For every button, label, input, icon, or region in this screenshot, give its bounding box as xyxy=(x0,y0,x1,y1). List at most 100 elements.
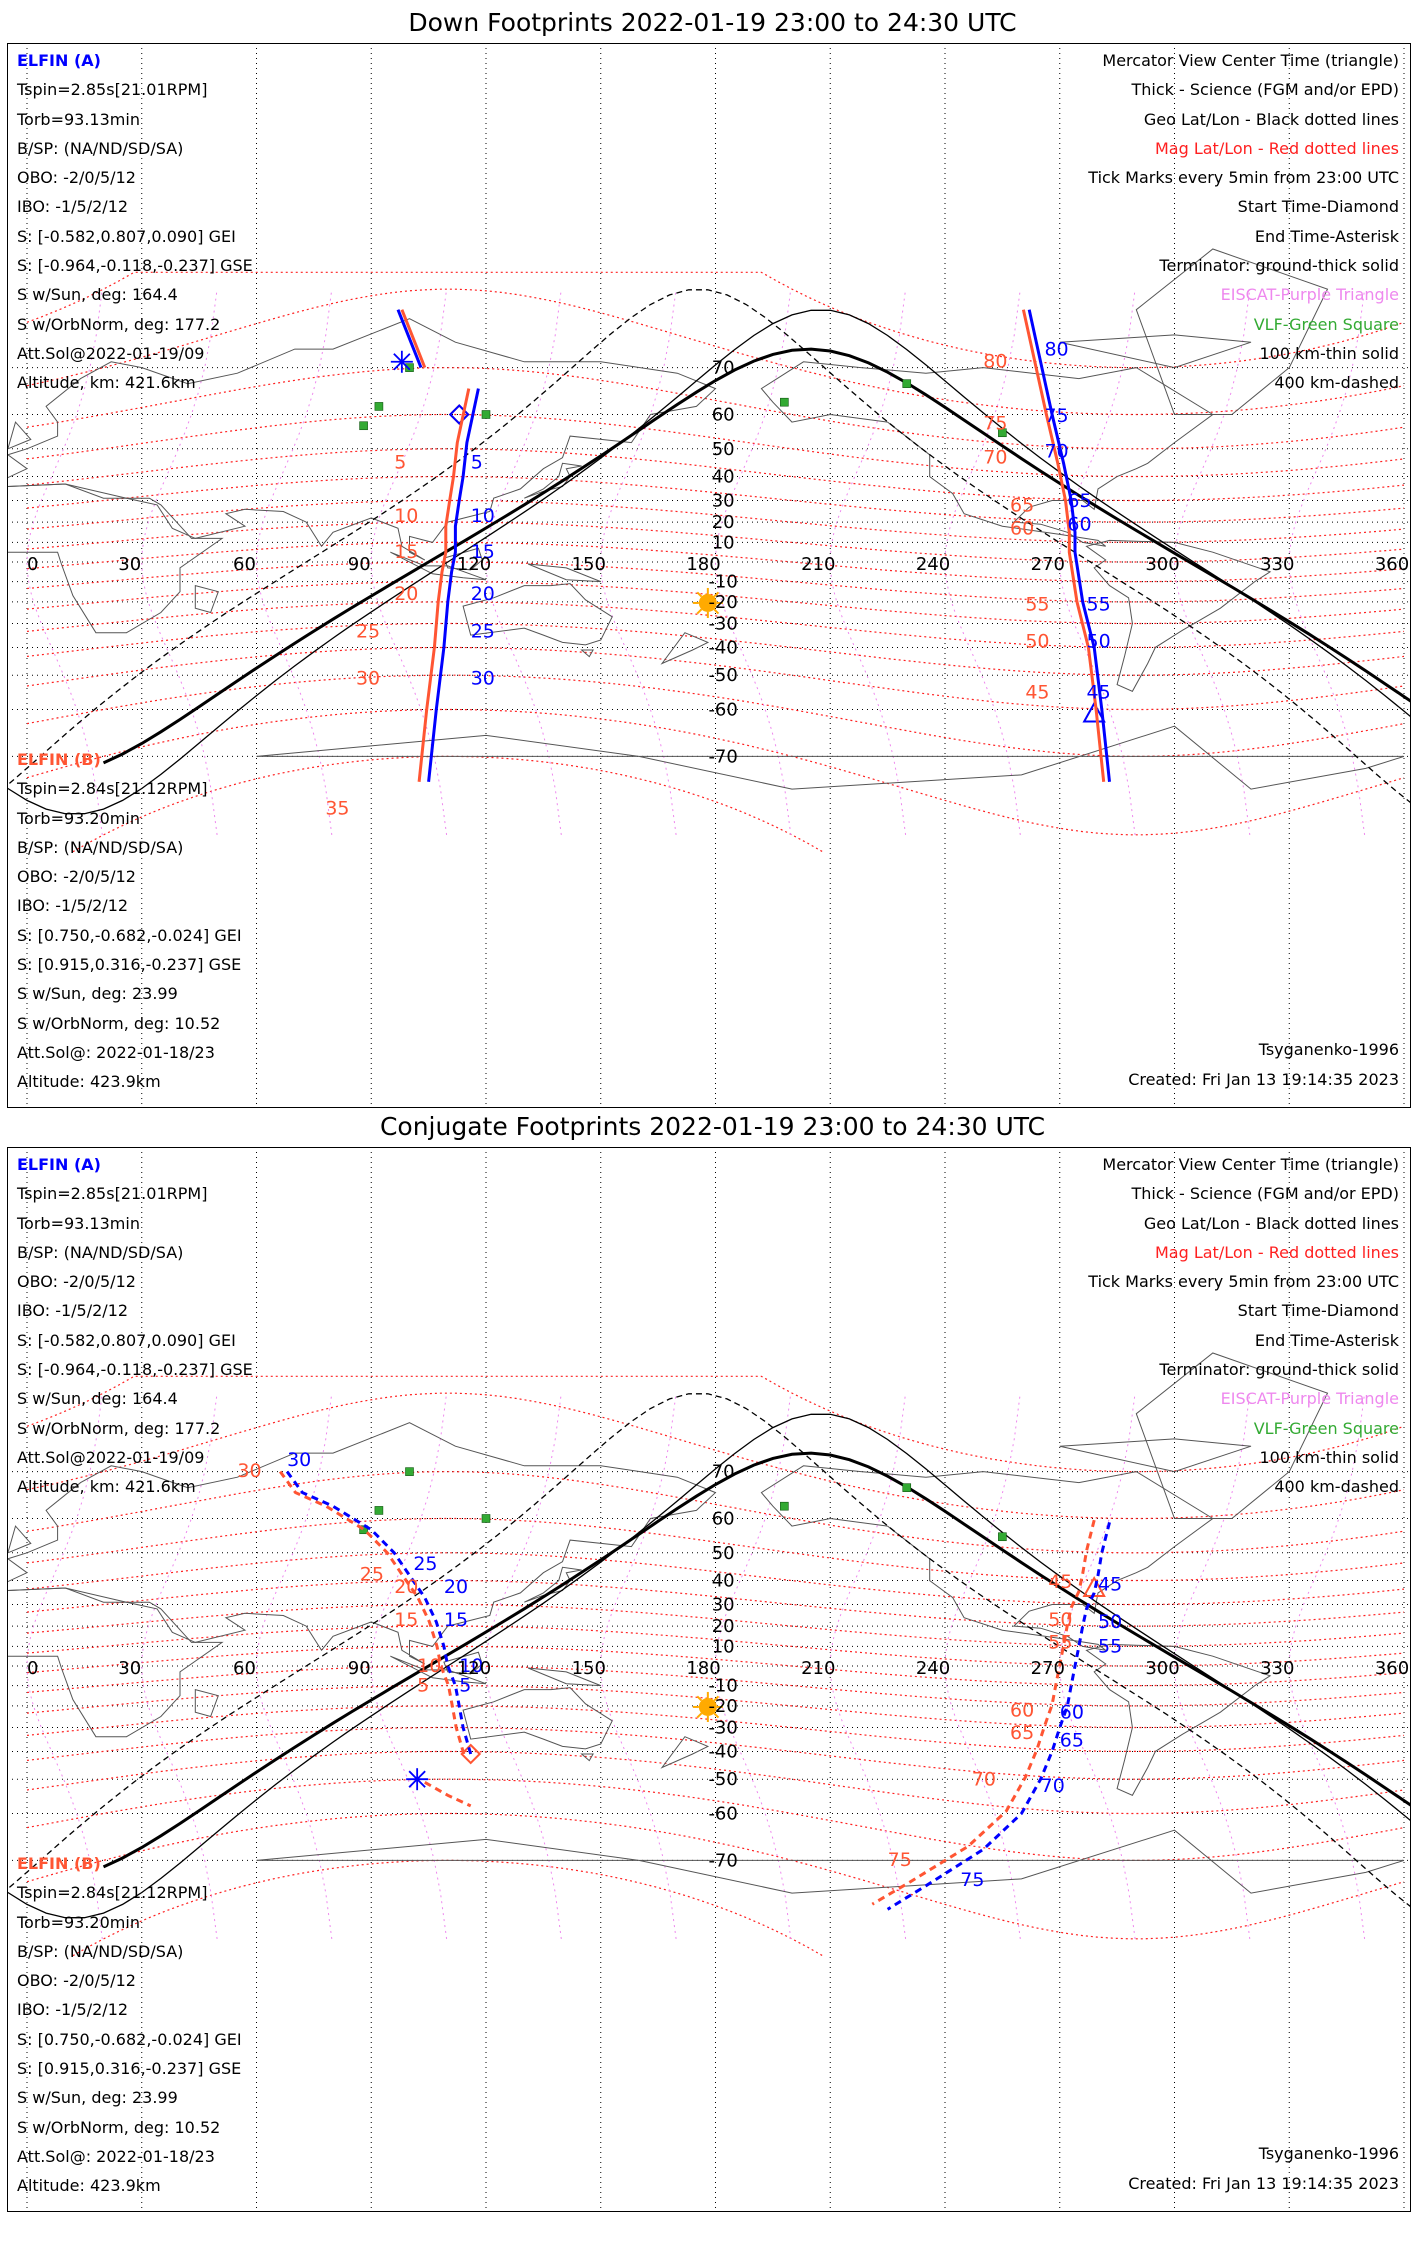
elfin-b-info: ELFIN (B) Tspin=2.84s[21.12RPM] Torb=93.… xyxy=(17,1849,242,2201)
coastline xyxy=(1085,539,1272,692)
elfin-a-line: Tspin=2.85s[21.01RPM] xyxy=(17,1184,208,1204)
track-tick-label: 75 xyxy=(960,1869,984,1891)
coastline xyxy=(7,1587,224,1738)
lon-tick-label: 210 xyxy=(801,554,835,575)
track-tick-label: 65 xyxy=(1067,490,1091,512)
track-tick-label: 70 xyxy=(983,446,1007,468)
coastline xyxy=(1135,248,1329,415)
mag-lat-line xyxy=(26,541,1405,583)
track-tick-label: 30 xyxy=(237,1460,261,1482)
track-tick-label: 55 xyxy=(1048,1631,1072,1653)
elfin-a-line: Att.Sol@2022-01-19/09 xyxy=(17,343,205,363)
lat-tick-label: 40 xyxy=(712,467,735,488)
lon-tick-label: 180 xyxy=(686,554,720,575)
track-tick-label: 70 xyxy=(1041,1775,1065,1797)
coastline xyxy=(194,584,219,614)
lat-tick-label: -60 xyxy=(708,699,737,720)
elfin-b-line: OBO: -2/0/5/12 xyxy=(17,867,136,887)
elfin-b-line: S w/OrbNorm, deg: 10.52 xyxy=(17,2117,221,2137)
track-tick-label: 75 xyxy=(1044,405,1068,427)
mag-lat-line xyxy=(26,622,1405,676)
legend-mag-grid: Mag Lat/Lon - Red dotted lines xyxy=(1154,138,1399,158)
legend-geo-grid: Geo Lat/Lon - Black dotted lines xyxy=(1143,1213,1399,1233)
coastline xyxy=(760,361,1214,547)
track-tick-label: 5 xyxy=(417,1675,429,1697)
start-diamond-icon xyxy=(460,1743,482,1765)
panel-title-down: Down Footprints 2022-01-19 23:00 to 24:3… xyxy=(408,8,1017,37)
elfin-b-line: Att.Sol@: 2022-01-18/23 xyxy=(17,2146,215,2166)
vlf-station-icon xyxy=(405,1467,414,1476)
markers xyxy=(359,1467,1106,1791)
elfin-a-track xyxy=(1027,309,1111,782)
track-tick-label: 45 xyxy=(1048,1571,1072,1593)
lat-tick-label: -20 xyxy=(708,1696,737,1717)
elfin-b-track xyxy=(424,1780,472,1808)
lon-tick-label: 90 xyxy=(348,1658,371,1679)
mag-lat-line xyxy=(26,448,1405,502)
coastline xyxy=(524,1566,582,1603)
track-tick-label: 15 xyxy=(394,541,418,563)
track-tick-label: 15 xyxy=(394,1609,418,1631)
vlf-station-icon xyxy=(359,421,368,431)
track-tick-label: 5 xyxy=(394,452,406,474)
track-tick-label: 20 xyxy=(444,1576,468,1598)
track-tick-label: 60 xyxy=(1010,517,1034,539)
created-label: Created: Fri Jan 13 19:14:35 2023 xyxy=(1128,1070,1399,1089)
track-tick-label: 50 xyxy=(1087,630,1111,652)
track-tick-label: 65 xyxy=(1010,1722,1034,1744)
elfin-a-info: ELFIN (A) Tspin=2.85s[21.01RPM] Torb=93.… xyxy=(17,46,253,398)
lat-tick-label: -30 xyxy=(708,614,737,635)
vlf-station-icon xyxy=(998,428,1007,438)
track-tick-label: 80 xyxy=(1044,339,1068,361)
elfin-a-line: IBO: -1/5/2/12 xyxy=(17,197,129,217)
lat-tick-label: 10 xyxy=(712,1636,735,1657)
track-tick-label: 50 xyxy=(1048,1609,1072,1631)
lon-tick-label: 30 xyxy=(118,554,141,575)
lat-tick-label: 60 xyxy=(712,405,735,426)
elfin-a-line: S: [-0.964,-0.118,-0.237] GSE xyxy=(17,256,253,276)
legend-vlf: VLF-Green Square xyxy=(1253,1418,1399,1438)
track-tick-label: 20 xyxy=(471,583,495,605)
elfin-b-line: S: [0.750,-0.682,-0.024] GEI xyxy=(17,2029,242,2049)
lon-tick-label: 330 xyxy=(1260,1658,1294,1679)
mag-lat-line xyxy=(26,674,1405,757)
elfin-b-line: Torb=93.20min xyxy=(17,1912,140,1932)
terminator xyxy=(7,1393,1411,1919)
center-triangle-icon xyxy=(1082,701,1106,723)
track-tick-label: 25 xyxy=(471,621,495,643)
coastline xyxy=(660,632,710,665)
coastline xyxy=(580,649,594,658)
legend-start: Start Time-Diamond xyxy=(1237,197,1399,217)
track-tick-label: 35 xyxy=(325,797,349,819)
track-tick-label: 10 xyxy=(394,505,418,527)
mag-lat-line xyxy=(26,1726,1405,1780)
lon-tick-label: 240 xyxy=(916,1658,950,1679)
track-tick-label: 30 xyxy=(287,1449,311,1471)
sun-ray xyxy=(713,1712,720,1719)
mag-lat-line xyxy=(26,708,1405,836)
mag-lat-line xyxy=(26,581,1405,625)
lat-tick-label: 70 xyxy=(712,358,735,379)
lat-tick-label: 40 xyxy=(712,1571,735,1592)
elfin-a-track xyxy=(396,309,423,369)
terminator-400km xyxy=(7,289,1411,804)
lat-tick-label: -10 xyxy=(708,572,737,593)
legend: Mercator View Center Time (triangle) Thi… xyxy=(1088,1150,1399,1502)
elfin-b-line: OBO: -2/0/5/12 xyxy=(17,1971,136,1991)
elfin-a-line: Tspin=2.85s[21.01RPM] xyxy=(17,80,208,100)
elfin-b-line: Torb=93.20min xyxy=(17,808,140,828)
elfin-b-line: S w/OrbNorm, deg: 10.52 xyxy=(17,1013,221,1033)
legend-tick-marks: Tick Marks every 5min from 23:00 UTC xyxy=(1088,168,1399,188)
mag-lat-line xyxy=(26,1750,1405,1815)
elfin-a-track xyxy=(285,1470,473,1755)
terminator-ground xyxy=(102,347,1411,765)
legend-100km: 100 km-thin solid xyxy=(1259,343,1399,363)
elfin-b-line: S: [0.915,0.316,-0.237] GSE xyxy=(17,2059,242,2079)
track-tick-label: 45 xyxy=(1025,681,1049,703)
coastline xyxy=(7,421,32,450)
mag-lat-line xyxy=(26,367,1405,450)
elfin-b-track xyxy=(400,309,427,369)
elfin-a-line: B/SP: (NA/ND/SD/SA) xyxy=(17,138,184,158)
track-tick-label: 55 xyxy=(1087,593,1111,615)
coastline xyxy=(194,1688,219,1718)
